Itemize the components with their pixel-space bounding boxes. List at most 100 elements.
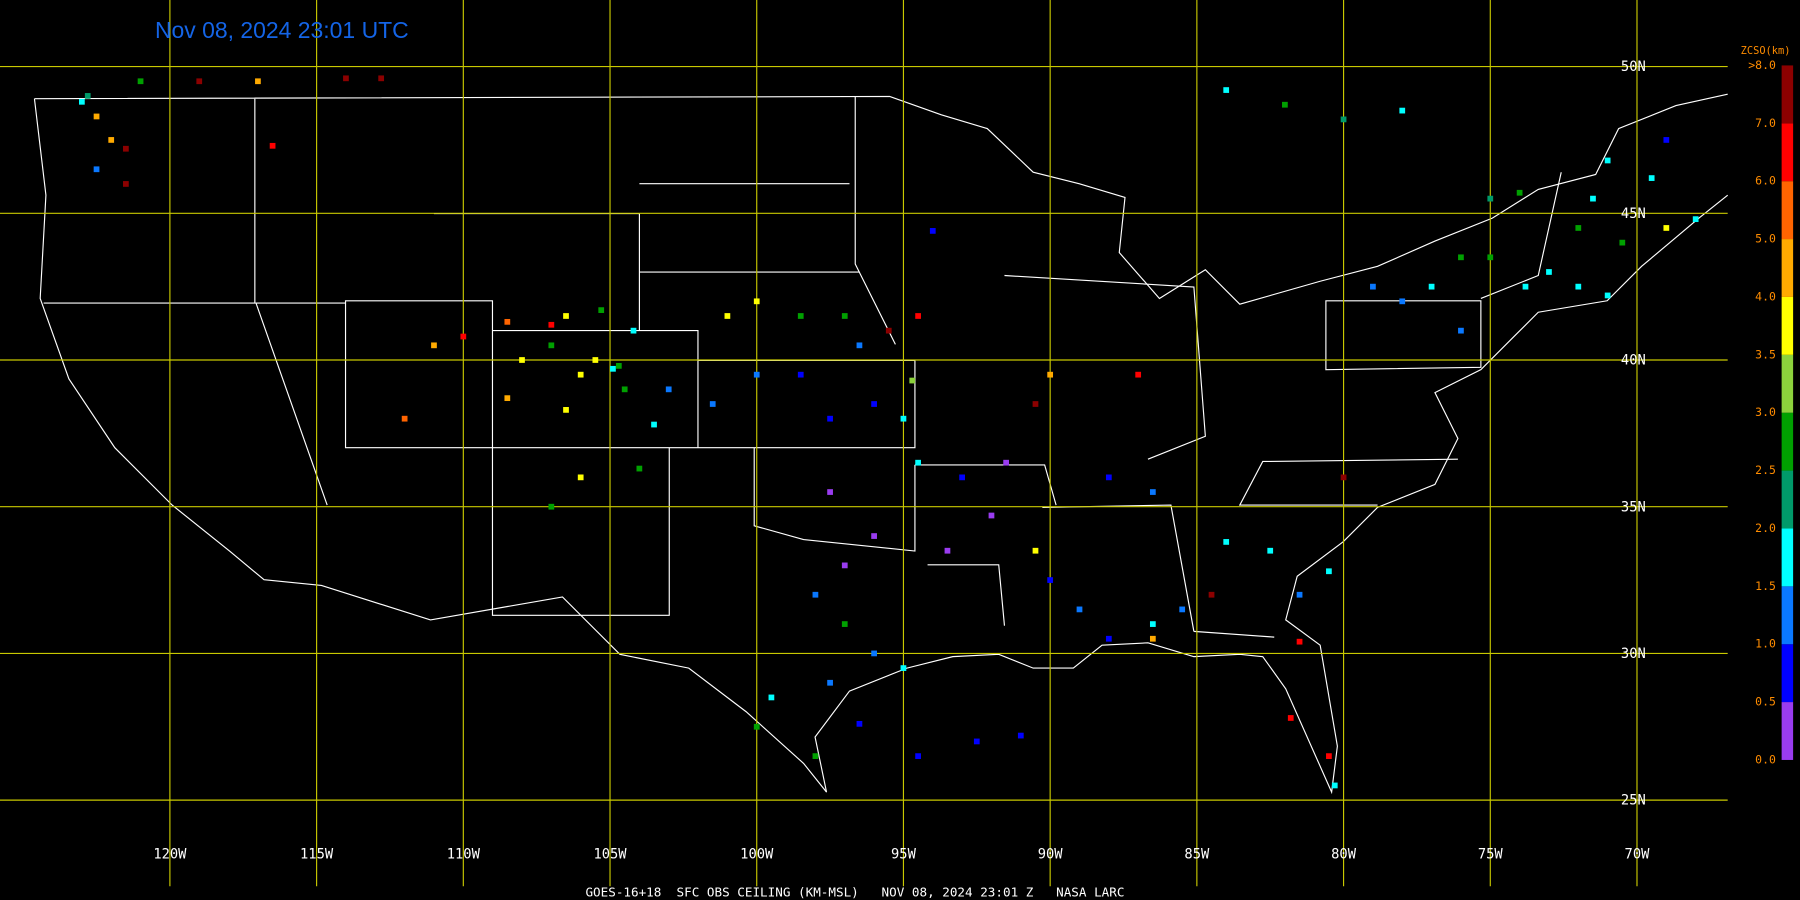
- station-dot: [973, 738, 980, 745]
- colorbar-label: 3.0: [1755, 405, 1776, 419]
- station-dot: [1487, 195, 1494, 202]
- colorbar-label: 5.0: [1755, 232, 1776, 246]
- station-dot: [944, 547, 951, 554]
- station-dot: [871, 401, 877, 407]
- station-dot: [753, 298, 760, 305]
- station-dot: [123, 145, 129, 152]
- colorbar-label: 3.5: [1755, 347, 1776, 361]
- station-dot: [401, 415, 408, 422]
- station-dot: [724, 313, 731, 319]
- station-dot: [1076, 606, 1083, 613]
- colorbar-swatch: [1781, 123, 1794, 182]
- station-dot: [915, 459, 921, 466]
- colorbar-title: ZCSO(km): [1741, 45, 1791, 57]
- station-dot: [651, 421, 657, 428]
- colorbar-swatch: [1781, 354, 1794, 413]
- station-dot: [812, 753, 819, 759]
- station-dot: [1399, 298, 1406, 305]
- colorbar-swatch: [1781, 412, 1794, 471]
- station-dot: [1135, 371, 1142, 378]
- station-dot: [1267, 547, 1274, 554]
- colorbar-swatch: [1781, 528, 1794, 587]
- station-dot: [885, 327, 892, 334]
- station-dot: [79, 98, 85, 105]
- station-dot: [548, 321, 555, 328]
- station-dot: [636, 465, 643, 472]
- station-dot: [1575, 225, 1582, 231]
- station-dot: [610, 365, 616, 372]
- lon-label: 100W: [740, 847, 774, 863]
- colorbar-label: 1.0: [1755, 637, 1776, 651]
- station-dot: [563, 313, 569, 319]
- station-dot: [1032, 401, 1039, 407]
- station-dot: [1208, 591, 1215, 598]
- lon-label: 95W: [891, 847, 917, 863]
- station-dot: [269, 142, 276, 149]
- lon-label: 110W: [447, 847, 481, 863]
- station-dot: [1331, 782, 1338, 789]
- station-dot: [841, 621, 848, 627]
- station-dot: [1287, 715, 1294, 721]
- station-dot: [1223, 539, 1230, 545]
- station-dot: [1340, 474, 1347, 481]
- colorbar-label: 6.0: [1755, 174, 1776, 188]
- colorbar: 0.0 0.5 1.0 1.5 2.0 2.5 3.0 3.5 4.0 5.0 6.0 7.0 >8.0: [1748, 58, 1794, 766]
- station-dot: [909, 377, 916, 384]
- station-dot: [504, 395, 511, 402]
- title: Nov 08, 2024 23:01 UTC: [155, 17, 409, 43]
- station-dot: [123, 181, 129, 187]
- station-dot: [797, 313, 804, 319]
- station-dot: [827, 679, 833, 686]
- station-dot: [1340, 116, 1347, 123]
- station-dot: [753, 371, 760, 378]
- station-dot: [1458, 254, 1464, 261]
- station-dot: [1546, 269, 1552, 275]
- station-dot: [900, 415, 907, 422]
- station-dot: [856, 720, 863, 727]
- station-dot: [431, 342, 437, 349]
- colorbar-label: 1.5: [1755, 579, 1776, 593]
- station-dot: [915, 753, 921, 759]
- lon-label: 90W: [1038, 847, 1064, 863]
- lat-label: 25N: [1621, 793, 1646, 809]
- station-dot: [592, 357, 599, 363]
- lon-label: 85W: [1184, 847, 1210, 863]
- colorbar-swatch: [1781, 239, 1794, 297]
- footer-caption: GOES-16+18 SFC OBS CEILING (KM-MSL) NOV …: [585, 885, 1124, 900]
- station-dot: [1149, 489, 1156, 495]
- lat-label: 30N: [1621, 646, 1646, 662]
- station-dot: [959, 474, 965, 481]
- station-dot: [1604, 292, 1611, 299]
- colorbar-label: 4.0: [1755, 289, 1776, 303]
- station-dot: [504, 318, 511, 325]
- station-dot: [827, 489, 833, 495]
- station-dot: [93, 113, 100, 120]
- station-dot: [665, 386, 672, 393]
- lon-label: 80W: [1331, 847, 1357, 863]
- station-dot: [841, 313, 848, 319]
- station-dot: [548, 503, 555, 510]
- station-dot: [709, 401, 716, 407]
- station-dot: [871, 533, 877, 539]
- station-dot: [929, 228, 936, 234]
- colorbar-label: 0.0: [1755, 752, 1776, 766]
- station-dot: [1663, 137, 1670, 143]
- colorbar-swatch: [1781, 470, 1794, 529]
- station-dot: [1326, 568, 1332, 575]
- station-dot: [378, 75, 385, 82]
- station-dot: [812, 591, 819, 598]
- station-dot: [871, 650, 877, 657]
- station-dot: [255, 78, 261, 85]
- us-outline: [33, 93, 1729, 795]
- station-dot: [1017, 732, 1024, 739]
- station-dot: [827, 415, 833, 422]
- station-dot: [1522, 283, 1529, 290]
- station-dot: [630, 327, 637, 334]
- station-dot: [563, 407, 569, 413]
- station-dot: [93, 166, 100, 173]
- station-dot: [598, 307, 605, 313]
- lon-label: 120W: [153, 847, 187, 863]
- station-dot: [1692, 216, 1699, 223]
